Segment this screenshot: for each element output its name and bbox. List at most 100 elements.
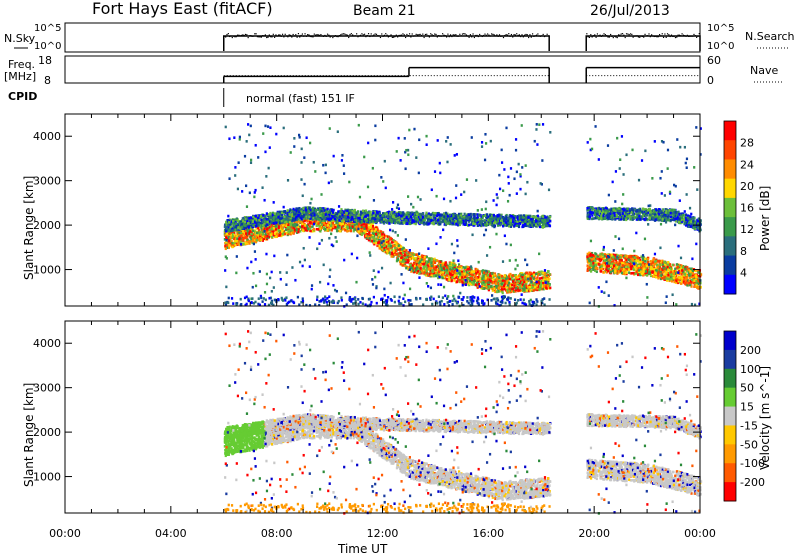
noise-search-point (328, 34, 330, 36)
power-cell (376, 244, 379, 248)
noise-search-point (362, 34, 364, 36)
power-cell (247, 223, 251, 227)
power-cell (295, 228, 298, 231)
noise-search-point (617, 34, 620, 36)
power-cell (400, 253, 403, 256)
power-cell (536, 276, 539, 280)
power-cell (530, 273, 533, 277)
noise-search-point (229, 35, 231, 38)
power-cell (248, 232, 251, 235)
power-cell (460, 277, 463, 280)
power-cell (457, 272, 460, 275)
power-cell (521, 272, 524, 275)
power-cell (355, 222, 358, 226)
power-cell (496, 285, 499, 288)
power-cell (543, 270, 546, 274)
power-cell (462, 277, 465, 280)
power-cell (250, 231, 254, 234)
power-cell (545, 286, 548, 290)
power-cell (332, 223, 335, 227)
power-cell (508, 287, 511, 291)
power-cell (320, 211, 323, 214)
power-cell (239, 240, 242, 244)
power-cell (325, 226, 328, 230)
freq-right-tick-top: 60 (707, 54, 721, 67)
noise-search-point (635, 35, 637, 37)
power-cell (519, 284, 522, 288)
power-cell (269, 223, 273, 227)
power-cell (253, 235, 257, 239)
power-cell (523, 280, 526, 284)
noise-search-point (538, 35, 540, 37)
noise-search-point (673, 35, 675, 37)
power-cell (392, 244, 395, 247)
power-cell (281, 232, 285, 236)
power-cell (285, 224, 288, 228)
power-cell (518, 289, 521, 292)
power-cell (487, 286, 490, 290)
power-cell (433, 266, 436, 270)
power-cell (469, 279, 472, 283)
noise-search-point (297, 33, 300, 35)
power-cell (282, 230, 286, 233)
noise-search-point (341, 33, 343, 35)
power-cell (446, 268, 449, 272)
power-cell (294, 225, 297, 228)
power-cell (433, 218, 437, 222)
power-cell (511, 278, 514, 281)
noise-search-point (463, 33, 465, 35)
power-cell (393, 210, 396, 214)
power-cell (542, 281, 545, 285)
power-cell (354, 227, 358, 231)
power-cell (385, 242, 388, 246)
power-cell (450, 276, 453, 280)
power-cell (308, 207, 311, 211)
power-cell (519, 214, 522, 218)
power-cell (483, 287, 486, 290)
power-cell (452, 263, 455, 267)
power-cell (376, 228, 379, 231)
power-cell (420, 269, 424, 273)
power-cell (407, 256, 411, 259)
noise-search-point (547, 35, 550, 37)
power-cell (392, 219, 395, 222)
power-cell (540, 279, 543, 283)
power-cell (385, 234, 388, 238)
power-cell (370, 218, 373, 222)
power-cell (367, 238, 370, 242)
power-cell (273, 229, 276, 232)
noise-search-point (277, 34, 280, 36)
noise-search-point (481, 35, 483, 38)
noise-search-point (506, 34, 509, 36)
power-cell (514, 284, 517, 288)
power-cell (253, 230, 257, 233)
power-cell (497, 290, 500, 293)
power-cell (365, 229, 369, 233)
noise-search-point (293, 35, 296, 37)
noise-search-point (274, 36, 276, 38)
power-cell (533, 285, 537, 289)
power-cell (455, 274, 458, 277)
power-cell (434, 271, 438, 275)
power-cell (521, 289, 525, 293)
power-cell (525, 280, 528, 284)
noise-search-point (225, 36, 227, 38)
power-cell (394, 241, 397, 244)
power-cell (382, 212, 385, 215)
power-cell (405, 211, 408, 215)
noise-search-point (303, 35, 305, 37)
power-cell (490, 272, 493, 275)
power-cell (480, 280, 483, 284)
noise-search-point (449, 34, 452, 36)
power-cell (483, 219, 486, 222)
power-cell (524, 276, 527, 279)
power-cell (313, 221, 316, 224)
power-cell (356, 214, 359, 218)
noise-search-point (287, 36, 289, 38)
power-cell (310, 220, 313, 223)
noise-search-point (591, 36, 593, 38)
noise-search-point (243, 34, 245, 37)
power-cell (322, 219, 325, 223)
power-cell (470, 281, 474, 284)
power-cell (517, 220, 520, 224)
